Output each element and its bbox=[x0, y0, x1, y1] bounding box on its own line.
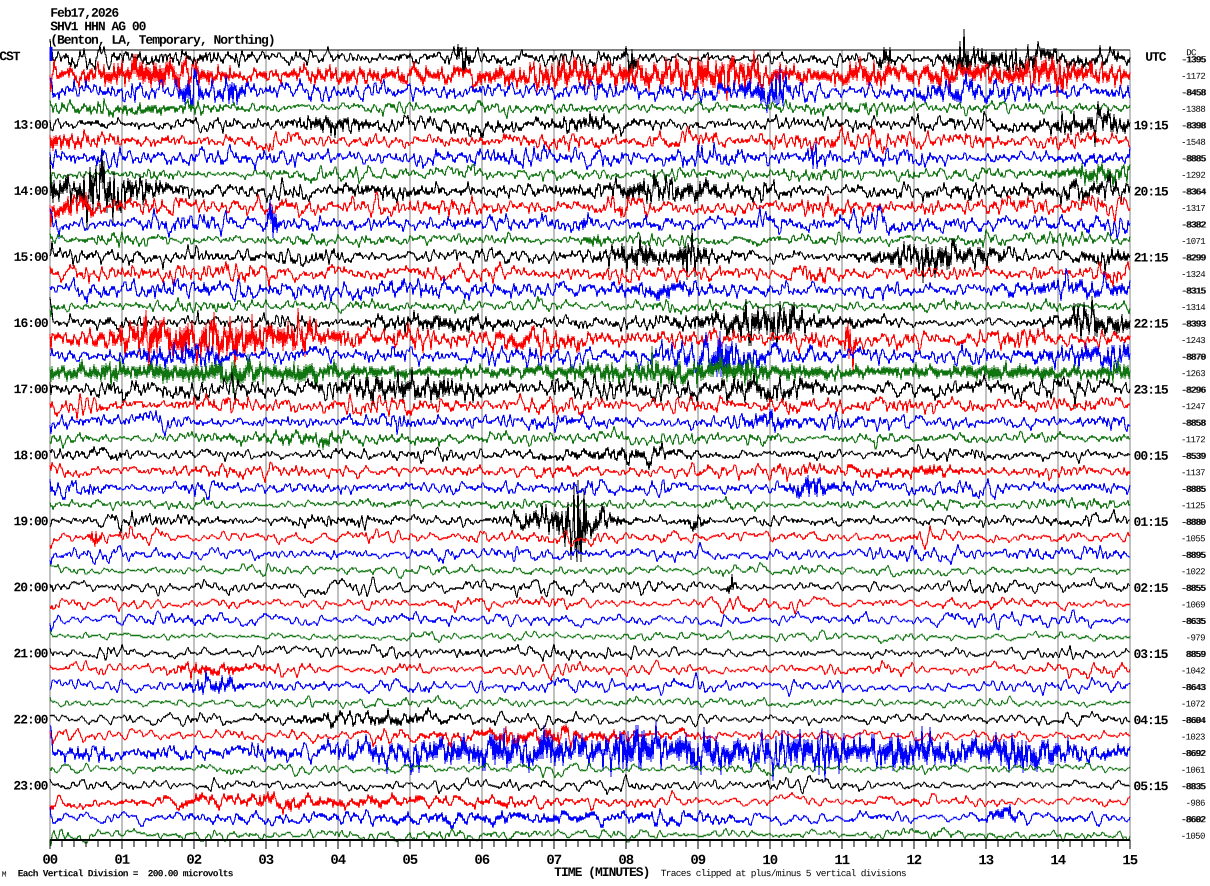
svg-text:07: 07 bbox=[546, 853, 561, 869]
svg-text:-8692: -8692 bbox=[1181, 749, 1205, 759]
svg-text:-8885: -8885 bbox=[1181, 485, 1205, 495]
svg-text:23:00: 23:00 bbox=[13, 779, 48, 794]
svg-text:00: 00 bbox=[42, 853, 57, 869]
svg-text:02: 02 bbox=[186, 853, 201, 869]
svg-text:-1388: -1388 bbox=[1181, 105, 1205, 115]
svg-text:19:15: 19:15 bbox=[1134, 118, 1169, 133]
svg-text:Feb17,2026: Feb17,2026 bbox=[50, 6, 119, 21]
svg-text:-8855: -8855 bbox=[1181, 584, 1205, 594]
svg-text:20:00: 20:00 bbox=[14, 580, 49, 595]
svg-text:-1055: -1055 bbox=[1181, 534, 1205, 544]
svg-text:-8539: -8539 bbox=[1181, 452, 1205, 462]
svg-text:23:15: 23:15 bbox=[1134, 383, 1169, 398]
svg-text:12: 12 bbox=[906, 853, 921, 869]
svg-text:-1263: -1263 bbox=[1181, 369, 1205, 379]
svg-text:-1243: -1243 bbox=[1181, 336, 1205, 346]
svg-text:09: 09 bbox=[690, 853, 705, 869]
svg-text:-8604: -8604 bbox=[1181, 716, 1205, 726]
svg-text:-1022: -1022 bbox=[1181, 567, 1205, 577]
svg-text:-1050: -1050 bbox=[1181, 832, 1205, 842]
svg-text:06: 06 bbox=[474, 853, 489, 869]
svg-text:-8880: -8880 bbox=[1181, 518, 1205, 528]
svg-text:DC: DC bbox=[1186, 48, 1197, 58]
svg-text:-1071: -1071 bbox=[1181, 237, 1205, 247]
svg-text:02:15: 02:15 bbox=[1134, 581, 1169, 596]
svg-text:-8885: -8885 bbox=[1181, 154, 1205, 164]
svg-text:-1172: -1172 bbox=[1181, 435, 1205, 445]
svg-text:22:15: 22:15 bbox=[1134, 317, 1169, 332]
svg-text:-1247: -1247 bbox=[1181, 402, 1205, 412]
svg-text:08: 08 bbox=[618, 853, 633, 869]
svg-text:-8382: -8382 bbox=[1181, 220, 1205, 230]
svg-text:-1069: -1069 bbox=[1181, 600, 1205, 610]
svg-text:15: 15 bbox=[1122, 853, 1137, 869]
svg-text:(Benton, LA, Temporary, Northi: (Benton, LA, Temporary, Northing) bbox=[50, 33, 274, 48]
svg-text:11: 11 bbox=[834, 853, 849, 869]
svg-text:UTC: UTC bbox=[1145, 50, 1167, 65]
svg-text:04:15: 04:15 bbox=[1133, 713, 1168, 728]
svg-text:-1061: -1061 bbox=[1181, 766, 1205, 776]
svg-text:-1395: -1395 bbox=[1181, 55, 1205, 65]
svg-text:Traces clipped at plus/minus 5: Traces clipped at plus/minus 5 vertical … bbox=[661, 868, 906, 879]
svg-text:-8458: -8458 bbox=[1181, 88, 1205, 98]
svg-text:-8299: -8299 bbox=[1181, 253, 1205, 263]
svg-text:-986: -986 bbox=[1186, 799, 1205, 809]
svg-text:20:15: 20:15 bbox=[1134, 184, 1169, 199]
svg-text:-8296: -8296 bbox=[1181, 386, 1205, 396]
svg-text:-8870: -8870 bbox=[1181, 353, 1205, 363]
svg-text:SHV1 HHN AG 00: SHV1 HHN AG 00 bbox=[50, 19, 146, 34]
svg-text:21:15: 21:15 bbox=[1134, 250, 1169, 265]
svg-text:14: 14 bbox=[1050, 853, 1065, 869]
svg-text:03:15: 03:15 bbox=[1133, 647, 1168, 662]
svg-text:-8895: -8895 bbox=[1181, 551, 1205, 561]
svg-text:-8643: -8643 bbox=[1181, 683, 1205, 693]
svg-text:Each Vertical Division = 200.: Each Vertical Division = 200.00 microvol… bbox=[18, 868, 234, 879]
svg-text:-1137: -1137 bbox=[1181, 468, 1205, 478]
svg-text:22:00: 22:00 bbox=[13, 712, 48, 727]
svg-text:05:15: 05:15 bbox=[1133, 779, 1168, 794]
svg-text:TIME (MINUTES): TIME (MINUTES) bbox=[554, 865, 649, 880]
svg-text:14:00: 14:00 bbox=[14, 184, 49, 199]
svg-text:13: 13 bbox=[978, 853, 993, 869]
svg-text:-8393: -8393 bbox=[1181, 320, 1205, 330]
svg-text:01: 01 bbox=[114, 853, 129, 869]
svg-text:-1072: -1072 bbox=[1181, 700, 1205, 710]
svg-text:M: M bbox=[2, 871, 7, 880]
svg-text:-1317: -1317 bbox=[1181, 204, 1205, 214]
svg-text:CST: CST bbox=[0, 49, 21, 64]
svg-text:10: 10 bbox=[762, 853, 777, 869]
svg-text:16:00: 16:00 bbox=[14, 316, 49, 331]
svg-text:18:00: 18:00 bbox=[14, 448, 49, 463]
svg-text:-1125: -1125 bbox=[1181, 501, 1205, 511]
svg-text:8859: 8859 bbox=[1186, 650, 1205, 660]
svg-text:-8602: -8602 bbox=[1181, 815, 1205, 825]
svg-text:-1023: -1023 bbox=[1181, 733, 1205, 743]
svg-text:21:00: 21:00 bbox=[13, 646, 48, 661]
svg-text:01:15: 01:15 bbox=[1134, 515, 1169, 530]
svg-text:-8398: -8398 bbox=[1181, 121, 1205, 131]
svg-text:-1324: -1324 bbox=[1181, 270, 1205, 280]
svg-text:-8315: -8315 bbox=[1181, 287, 1205, 297]
svg-text:-8835: -8835 bbox=[1181, 782, 1205, 792]
svg-text:00:15: 00:15 bbox=[1134, 449, 1169, 464]
svg-text:-1548: -1548 bbox=[1181, 138, 1205, 148]
svg-text:13:00: 13:00 bbox=[14, 118, 49, 133]
svg-text:17:00: 17:00 bbox=[14, 382, 49, 397]
svg-text:-8858: -8858 bbox=[1181, 419, 1205, 429]
svg-text:-1314: -1314 bbox=[1181, 303, 1205, 313]
svg-text:-8364: -8364 bbox=[1181, 187, 1205, 197]
svg-text:05: 05 bbox=[402, 853, 417, 869]
svg-text:-979: -979 bbox=[1186, 633, 1205, 643]
svg-text:-1292: -1292 bbox=[1181, 171, 1205, 181]
svg-text:-8635: -8635 bbox=[1181, 617, 1205, 627]
svg-text:19:00: 19:00 bbox=[14, 514, 49, 529]
svg-text:-1172: -1172 bbox=[1181, 72, 1205, 82]
svg-text:-1042: -1042 bbox=[1181, 666, 1205, 676]
svg-text:15:00: 15:00 bbox=[14, 250, 49, 265]
svg-text:03: 03 bbox=[258, 853, 273, 869]
svg-text:04: 04 bbox=[330, 853, 345, 869]
